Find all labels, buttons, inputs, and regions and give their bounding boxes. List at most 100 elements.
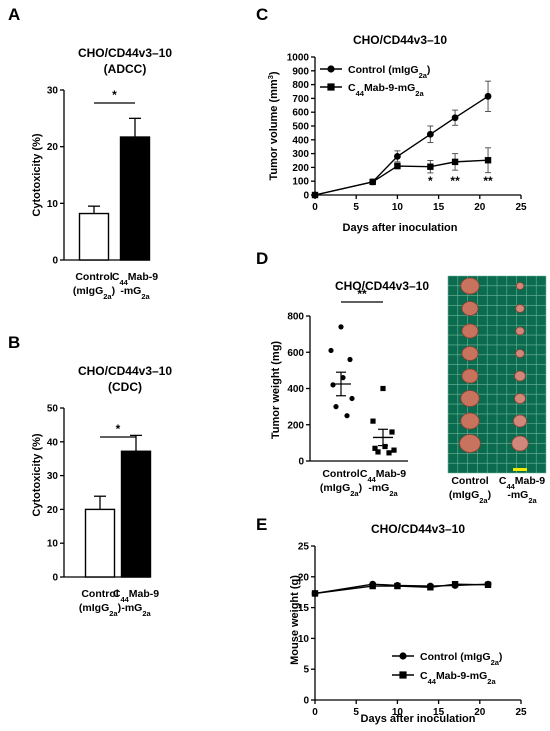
- panel-d-group-1-point-5: [391, 447, 397, 453]
- panel-d-sig-label: **: [357, 287, 367, 301]
- panel-a-ylabel: Cytotoxicity (%): [31, 133, 43, 216]
- panel-e-xtick-label-0: 0: [312, 707, 318, 718]
- panel-e-xtick-label-2: 10: [392, 707, 404, 718]
- panel-d-ytick-label-4: 800: [287, 312, 304, 323]
- panel-d-photo-tumor-control-0: [460, 277, 480, 295]
- panel-c-xtick-label-1: 5: [353, 202, 359, 213]
- panel-c-series-0-point-2: [394, 152, 401, 160]
- panel-c-series-1-point-2: [394, 162, 401, 170]
- panel-c-xlabel: Days after inoculation: [343, 222, 458, 234]
- panel-d-photo-tumor-treated-5: [514, 393, 526, 404]
- panel-a-ytick-label-3: 30: [47, 86, 59, 97]
- panel-c-ytick-label-7: 700: [292, 94, 309, 105]
- panel-c-legend-label-0: Control (mIgG2a): [348, 64, 430, 80]
- panel-d-ytick-label-3: 600: [287, 348, 304, 359]
- panel-c-series-1-point-3: [427, 163, 434, 170]
- panel-d-photo-tumor-control-6: [460, 412, 480, 430]
- panel-d-category-1-line2: -mG2a: [368, 482, 398, 498]
- panel-d-photo-label-0-line2: (mIgG2a): [449, 489, 491, 505]
- panel-e-xtick-label-1: 5: [353, 707, 359, 718]
- panel-d-title: CHO/CD44v3–10: [335, 279, 429, 293]
- panel-d-photo-label-1-line1: C44Mab-9: [499, 475, 545, 491]
- panel-a-subtitle: (ADCC): [104, 62, 147, 76]
- panel-d-group-0-point-7: [344, 413, 350, 419]
- panel-c-ytick-label-9: 900: [292, 66, 309, 77]
- panel-d-group-1-point-1: [370, 418, 376, 424]
- panel-c-title: CHO/CD44v3–10: [353, 33, 447, 47]
- panel-letter-d: D: [256, 249, 268, 268]
- panel-c-sig-1: **: [450, 174, 460, 188]
- panel-c-ytick-label-4: 400: [292, 135, 309, 146]
- panel-d-photo-tumor-control-5: [460, 390, 480, 407]
- panel-d-group-1-point-3: [382, 443, 388, 450]
- panel-b-ytick-label-0: 0: [52, 573, 58, 584]
- panel-b-category-0-line2: (mIgG2a): [79, 602, 121, 618]
- panel-c-legend-label-1: C44Mab-9-mG2a: [348, 82, 424, 98]
- panel-b-ytick-label-1: 10: [47, 539, 59, 550]
- panel-d-photo-tumor-control-4: [461, 368, 479, 384]
- panel-d-photo-tumor-treated-1: [515, 304, 525, 313]
- panel-c-ylabel: Tumor volume (mm3): [266, 71, 281, 180]
- panel-e-xtick-label-3: 15: [433, 707, 445, 718]
- panel-c-xtick-label-0: 0: [312, 202, 318, 213]
- panel-b-ytick-label-2: 20: [47, 505, 59, 516]
- panel-d-group-0-point-6: [333, 404, 339, 410]
- panel-d-group-1-point-6: [375, 449, 381, 455]
- panel-e-ytick-label-1: 5: [303, 665, 309, 676]
- panel-d-group-0-point-0: [338, 324, 344, 330]
- panel-b-ytick-label-4: 40: [47, 437, 59, 448]
- panel-d-photo-tumor-control-2: [461, 323, 479, 339]
- panel-d-chart: CHO/CD44v3–10 Tumor weight (mg) 0 200 400 6…: [270, 275, 547, 505]
- panel-b-bar-1: [120, 450, 152, 578]
- panel-d-group-1-point-4: [372, 445, 378, 451]
- panel-d-group-1-point-0: [380, 385, 386, 392]
- panel-c-xtick-label-4: 20: [474, 202, 486, 213]
- panel-d-photo-label-0-line1: Control: [451, 475, 488, 487]
- panel-d-ytick-label-2: 400: [287, 384, 304, 395]
- panel-c-ytick-label-10: 1000: [287, 53, 310, 64]
- panel-c-ytick-label-0: 0: [303, 191, 309, 202]
- panel-c-ytick-label-2: 200: [292, 163, 309, 174]
- panel-d-photo-scale-bar: [513, 468, 527, 471]
- panel-d-photo-tumor-control-3: [461, 346, 479, 361]
- panel-d-category-0-line1: Control: [322, 468, 359, 480]
- panel-letter-a: A: [8, 5, 20, 24]
- panel-d-photo-tumor-treated-2: [515, 326, 525, 336]
- panel-e-xtick-label-4: 20: [474, 707, 486, 718]
- panel-a-category-1-line2: -mG2a: [120, 285, 150, 301]
- panel-d-category-0-line2: (mIgG2a): [320, 482, 362, 498]
- panel-d-category-1-line1: C44Mab-9: [360, 468, 406, 484]
- panel-d-ytick-label-1: 200: [287, 420, 304, 431]
- panel-a-sig-label: *: [112, 88, 117, 102]
- panel-a-ytick-label-1: 10: [47, 199, 59, 210]
- panel-c-xtick-label-2: 10: [392, 202, 404, 213]
- panel-e-ytick-label-0: 0: [303, 696, 309, 707]
- panel-letter-e: E: [256, 515, 267, 534]
- panel-e-ylabel: Mouse weight (g): [289, 575, 301, 665]
- panel-c-ytick-label-5: 500: [292, 122, 309, 133]
- panel-b-category-1-line2: -mG2a: [121, 602, 151, 618]
- panel-e-series-1-point-1: [369, 582, 376, 590]
- panel-e-chart: CHO/CD44v3–10 Days after inoculation Mou…: [289, 522, 527, 725]
- panel-c-ytick-label-8: 800: [292, 80, 309, 91]
- panel-e-ytick-label-4: 20: [298, 572, 310, 583]
- panel-d-photo-tumor-treated-3: [515, 349, 525, 358]
- panel-e-xlabel: Days after inoculation: [361, 713, 476, 725]
- panel-c-xtick-label-3: 15: [433, 202, 445, 213]
- panel-c-sig-0: *: [428, 174, 433, 188]
- panel-e-series-1-point-2: [394, 582, 401, 590]
- panel-e-ytick-label-2: 10: [298, 634, 310, 645]
- panel-a-category-0-line2: (mIgG2a): [73, 285, 115, 301]
- panel-c-series-1-line: [314, 159, 489, 196]
- panel-b-ytick-label-5: 50: [47, 404, 59, 415]
- panel-c-chart: CHO/CD44v3–10 Days after inoculation Tum…: [266, 33, 527, 234]
- panel-e-series-1-point-3: [427, 584, 434, 591]
- panel-d-group-0-point-3: [340, 375, 346, 381]
- panel-a-category-1-line1: C44Mab-9: [112, 271, 158, 287]
- panel-d-group-1-point-2: [389, 429, 395, 435]
- panel-c-series-0-point-5: [484, 92, 492, 100]
- panel-e-legend-marker-1: [399, 671, 407, 679]
- panel-e-series-1-point-5: [484, 581, 492, 589]
- panel-letter-b: B: [8, 333, 20, 352]
